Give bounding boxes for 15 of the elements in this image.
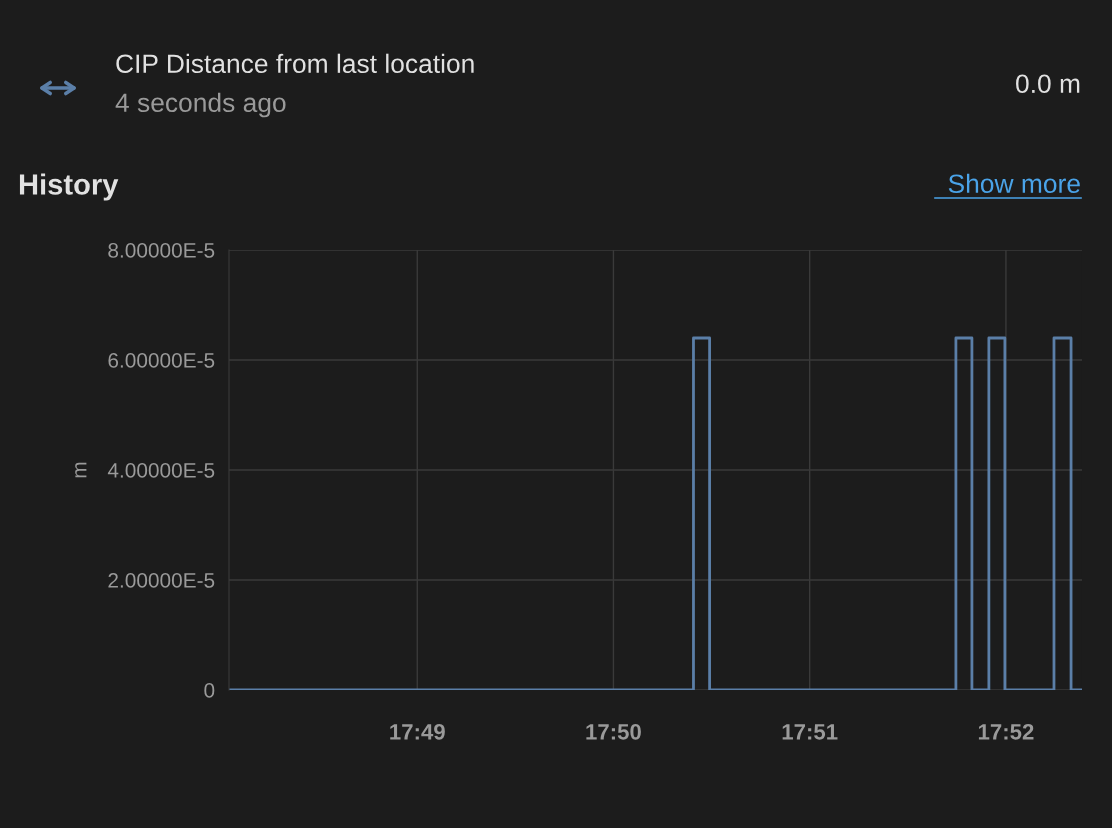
y-tick-label: 2.00000E-5 (108, 573, 215, 588)
text: 0.0 m (1016, 74, 1080, 94)
x-tick-label: 17:52 (978, 723, 1034, 740)
text: History (19, 173, 119, 201)
x-tick-label: 17:49 (390, 723, 445, 740)
x-tick-label: 17:51 (782, 724, 838, 740)
y-tick-label: 8.00000E-5 (108, 243, 215, 258)
y-tick-label: 0 (204, 683, 215, 698)
y-tick-label: 4.00000E-5 (107, 463, 215, 478)
text: Show more (948, 173, 1080, 194)
y-tick-label: 6.00000E-5 (108, 353, 215, 368)
chart-title: CIP Distance from last location (116, 53, 474, 74)
chart-subtitle: 4 seconds ago (115, 92, 286, 118)
y-axis-title: m (75, 462, 87, 478)
x-tick-label: 17:50 (586, 723, 641, 740)
